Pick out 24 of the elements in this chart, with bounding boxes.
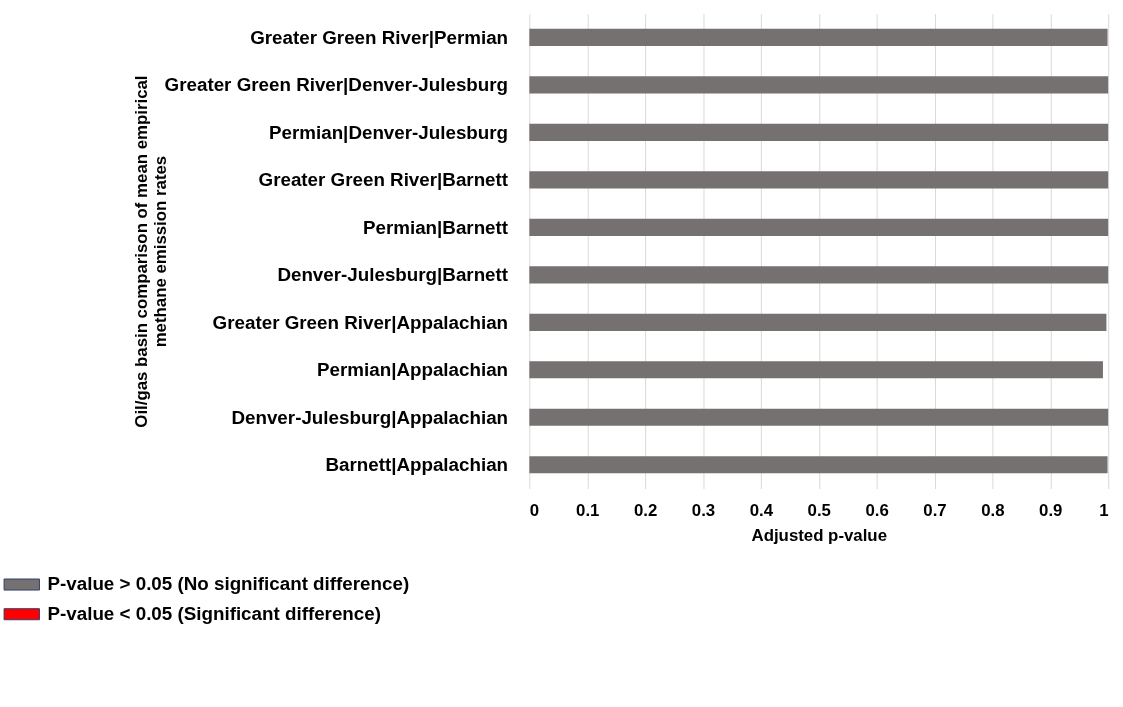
x-tick-label: 0 — [529, 500, 540, 520]
y-tick-label: Barnett|Appalachian — [325, 454, 509, 476]
x-tick-label: 0.3 — [691, 500, 716, 520]
x-tick-label: 0.2 — [633, 500, 658, 520]
x-tick-label: 0.1 — [576, 500, 600, 520]
y-tick-label: Greater Green River|Barnett — [258, 169, 509, 191]
x-tick-label: 1 — [1099, 500, 1109, 520]
y-tick-label: Denver-Julesburg|Barnett — [277, 264, 509, 286]
legend-label: P-value > 0.05 (No significant difference) — [47, 573, 410, 595]
x-tick-label: 0.4 — [749, 500, 774, 520]
y-tick-label: Greater Green River|Denver-Julesburg — [164, 74, 509, 96]
y-tick-label: Denver-Julesburg|Appalachian — [231, 406, 509, 428]
x-tick-label: 0.8 — [981, 500, 1005, 520]
y-tick-label: Greater Green River|Appalachian — [212, 311, 509, 333]
y-tick-label: Greater Green River|Permian — [250, 26, 509, 48]
x-axis-title: Adjusted p-value — [751, 526, 887, 546]
x-tick-label: 0.5 — [807, 500, 831, 520]
x-tick-label: 0.7 — [923, 500, 947, 520]
x-tick-label: 0.6 — [865, 500, 889, 520]
legend-label: P-value < 0.05 (Significant difference) — [47, 603, 381, 625]
x-tick-label: 0.9 — [1039, 500, 1063, 520]
y-tick-label: Permian|Denver-Julesburg — [269, 121, 509, 143]
y-tick-label: Permian|Appalachian — [317, 359, 509, 381]
y-tick-label: Permian|Barnett — [362, 216, 509, 238]
